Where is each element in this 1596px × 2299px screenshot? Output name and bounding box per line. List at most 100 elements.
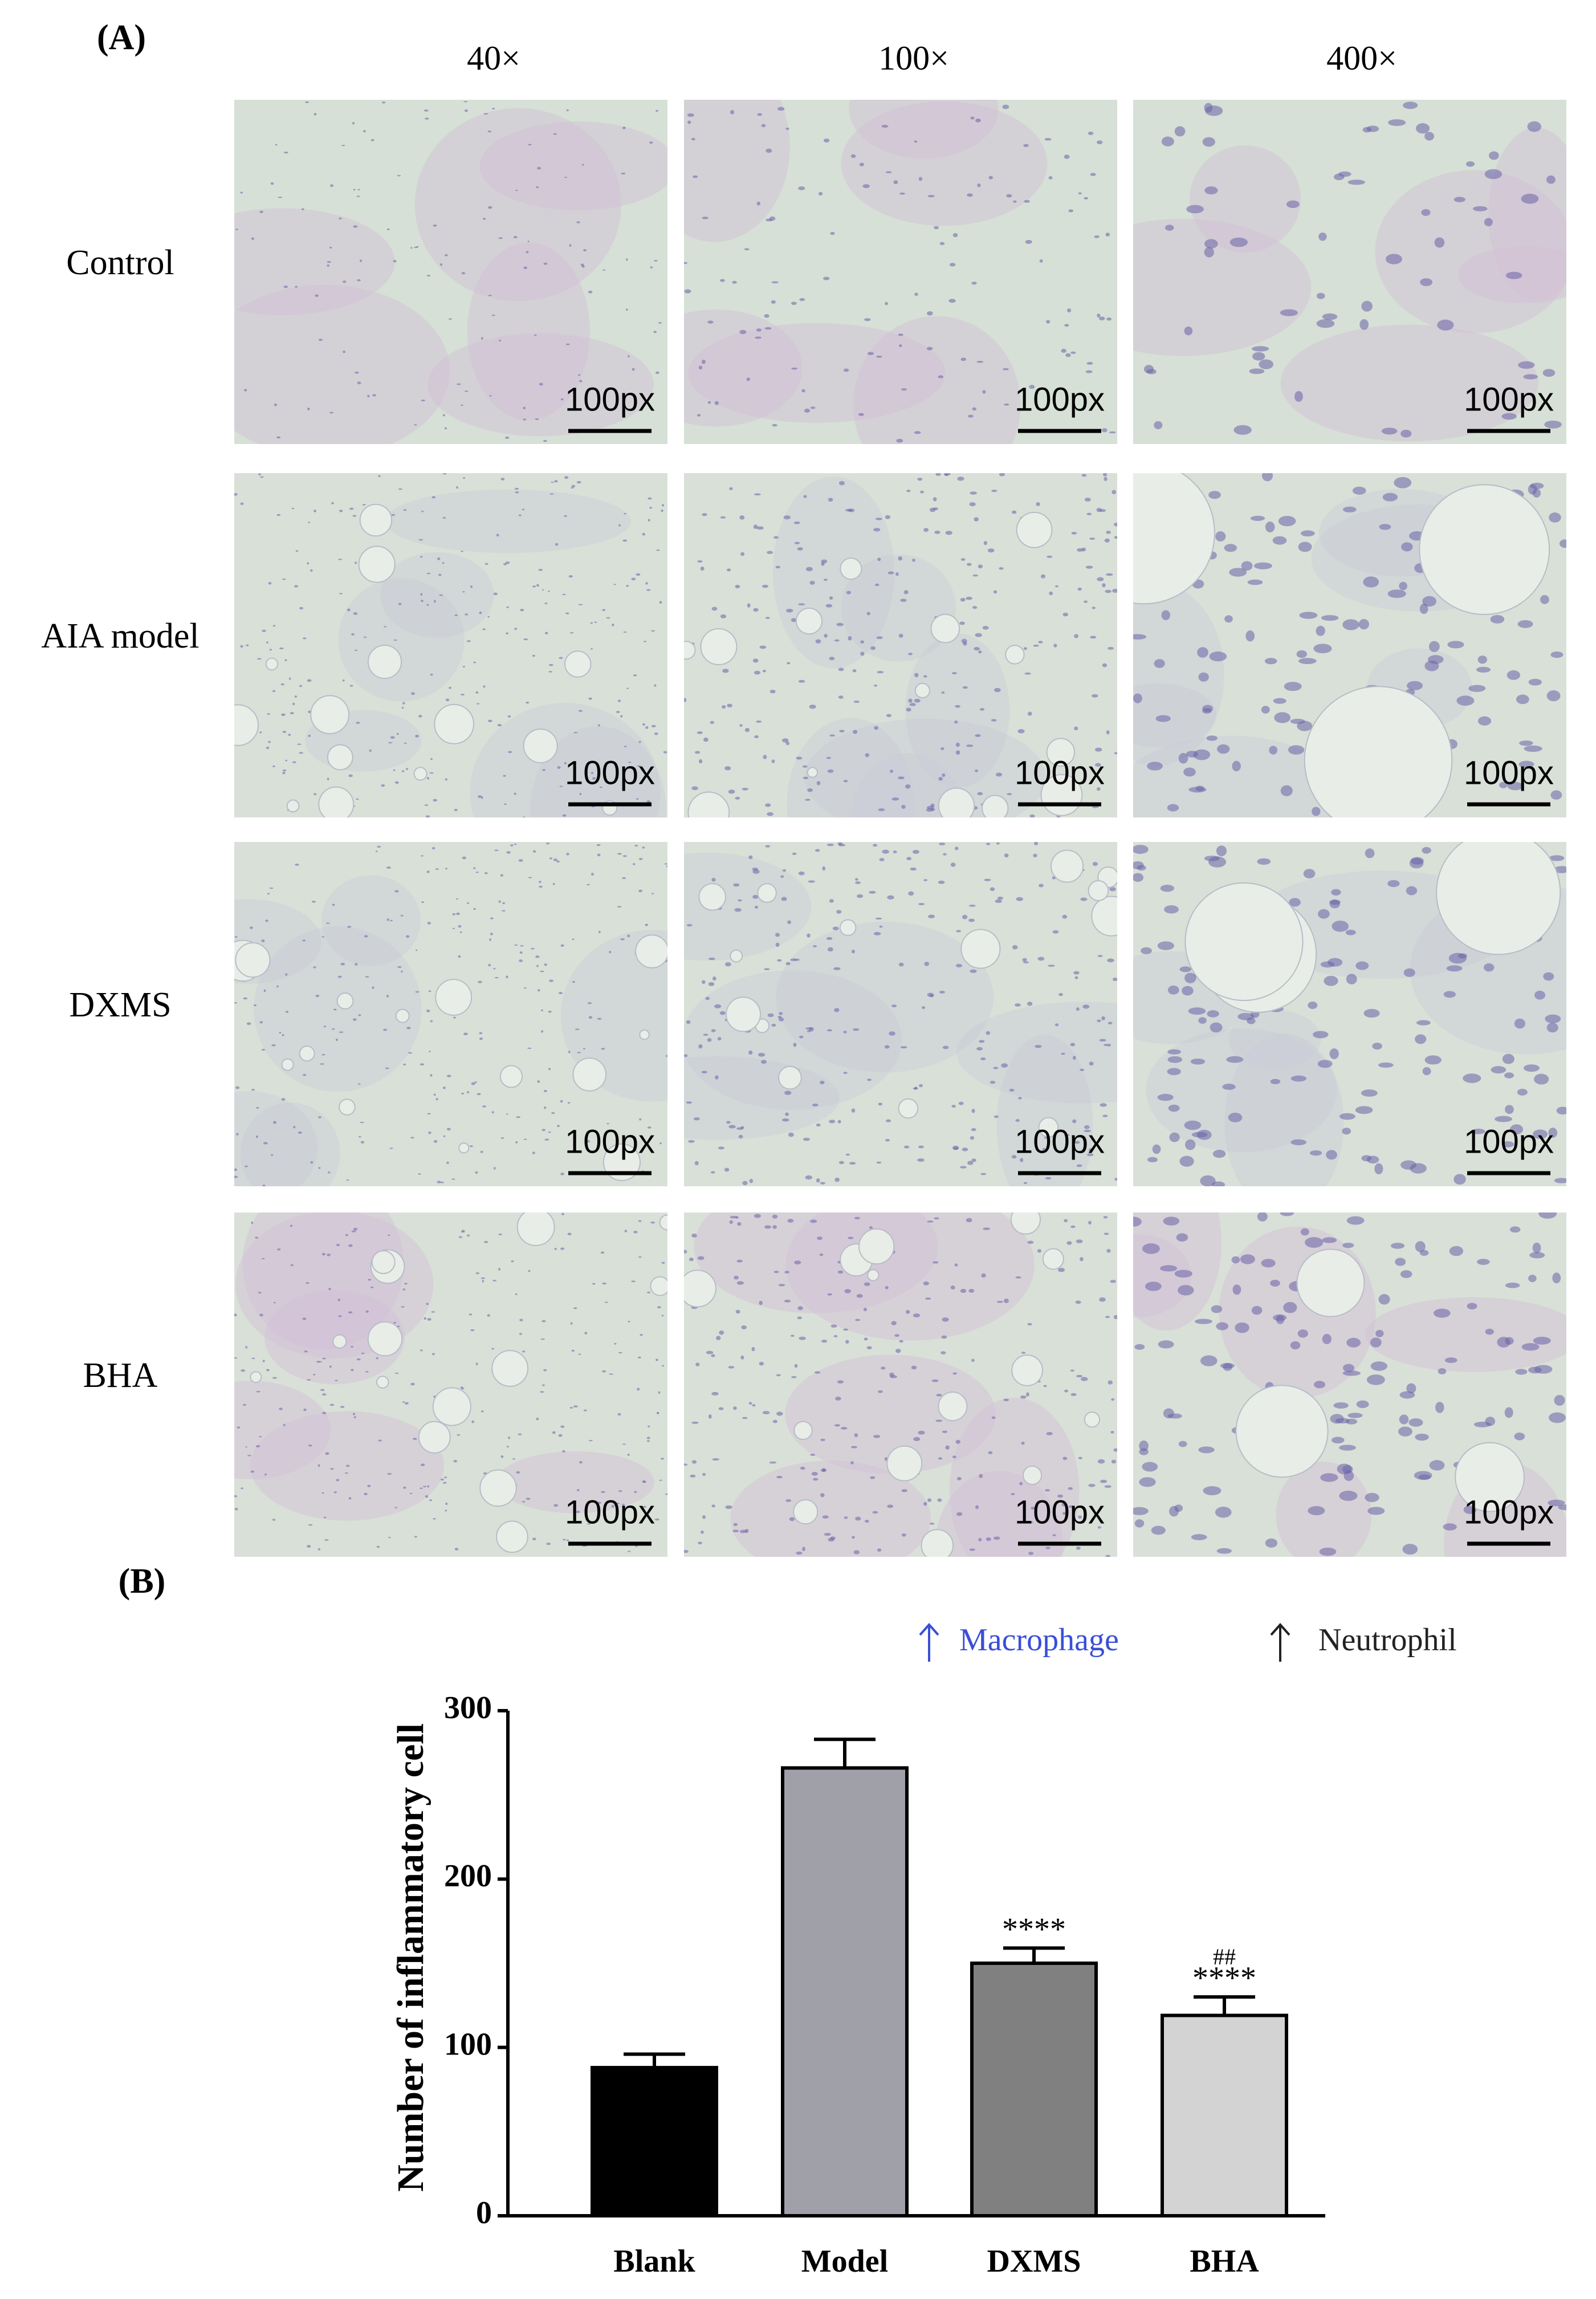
nucleus: [346, 1179, 349, 1181]
nucleus: [259, 1021, 263, 1024]
nucleus: [1387, 589, 1406, 598]
nucleus: [584, 1332, 588, 1334]
nucleus: [551, 1112, 555, 1114]
nucleus: [1419, 1250, 1429, 1256]
nucleus: [307, 1545, 311, 1548]
nucleus: [893, 180, 898, 185]
scale-label: 100px: [565, 1123, 655, 1160]
nucleus: [348, 1244, 353, 1247]
nucleus: [1184, 326, 1193, 336]
nucleus: [1259, 359, 1273, 369]
nucleus: [1284, 682, 1302, 691]
nucleus: [349, 507, 354, 510]
micrograph-background: [234, 100, 667, 444]
nucleus: [445, 778, 448, 781]
nucleus: [1205, 105, 1223, 116]
nucleus: [976, 1047, 983, 1051]
nucleus: [381, 101, 386, 104]
nucleus: [703, 1033, 709, 1036]
nucleus: [330, 1468, 334, 1470]
nucleus: [490, 917, 494, 919]
nucleus: [759, 1300, 763, 1305]
nucleus: [748, 855, 753, 860]
nucleus: [620, 938, 625, 941]
nucleus: [1515, 1369, 1528, 1375]
nucleus: [1288, 745, 1305, 755]
nucleus: [1510, 1124, 1524, 1134]
nucleus: [1212, 1150, 1226, 1158]
vacuole: [1419, 484, 1550, 615]
nucleus: [1070, 1393, 1077, 1396]
nucleus: [599, 786, 602, 788]
nucleus: [292, 702, 295, 706]
nucleus: [739, 724, 743, 727]
nucleus: [503, 775, 506, 777]
nucleus: [335, 1380, 338, 1382]
nucleus: [1064, 154, 1070, 159]
nucleus: [527, 241, 530, 242]
nucleus: [715, 1336, 721, 1341]
vacuole: [635, 934, 667, 969]
nucleus: [864, 1337, 868, 1341]
nucleus: [824, 633, 828, 638]
nucleus: [1543, 972, 1554, 981]
nucleus: [560, 1100, 563, 1103]
nucleus: [1071, 531, 1077, 535]
nucleus: [1133, 845, 1149, 855]
nucleus: [262, 629, 266, 632]
nucleus: [566, 109, 569, 112]
nucleus: [1308, 1001, 1318, 1010]
tissue-patch: [470, 703, 661, 817]
nucleus: [481, 1410, 484, 1413]
nucleus: [990, 887, 995, 892]
nucleus: [1489, 151, 1499, 160]
nucleus: [869, 1226, 873, 1229]
nucleus: [959, 621, 965, 625]
nucleus: [857, 894, 864, 898]
nucleus: [1446, 965, 1463, 972]
nucleus: [1298, 658, 1317, 664]
nucleus: [420, 556, 423, 558]
nucleus: [971, 282, 977, 285]
nucleus: [345, 1464, 350, 1467]
nucleus: [277, 1248, 281, 1251]
nucleus: [475, 872, 479, 873]
nucleus: [898, 344, 902, 347]
nucleus: [1216, 1322, 1229, 1330]
nucleus: [844, 1289, 851, 1293]
nucleus: [926, 347, 933, 351]
nucleus: [481, 1277, 486, 1279]
nucleus: [765, 803, 771, 807]
nucleus: [748, 1050, 753, 1055]
nucleus: [519, 959, 523, 962]
nucleus: [1155, 715, 1171, 722]
nucleus: [634, 845, 638, 847]
nucleus: [488, 295, 492, 296]
nucleus: [1339, 1444, 1356, 1451]
nucleus: [1078, 192, 1082, 195]
nucleus: [877, 1548, 882, 1552]
nucleus: [548, 670, 552, 673]
nucleus: [461, 551, 463, 552]
nucleus: [1157, 1093, 1174, 1101]
nucleus: [530, 947, 535, 950]
nucleus: [834, 1008, 840, 1012]
nucleus: [362, 504, 366, 506]
nucleus: [1169, 1132, 1180, 1142]
nucleus: [259, 1313, 263, 1317]
nucleus: [1188, 1007, 1206, 1015]
vacuole: [367, 1321, 403, 1357]
tissue-patch: [804, 718, 1046, 817]
nucleus: [337, 1299, 341, 1301]
nucleus: [307, 408, 310, 410]
nucleus: [388, 1234, 390, 1236]
nucleus: [1104, 1044, 1108, 1046]
nucleus: [826, 1029, 833, 1032]
vacuole: [310, 695, 349, 735]
nucleus: [305, 101, 309, 103]
nucleus: [520, 608, 524, 612]
nucleus: [785, 127, 789, 130]
nucleus: [877, 1390, 883, 1393]
nucleus: [860, 640, 865, 644]
nucleus: [1220, 1362, 1235, 1369]
